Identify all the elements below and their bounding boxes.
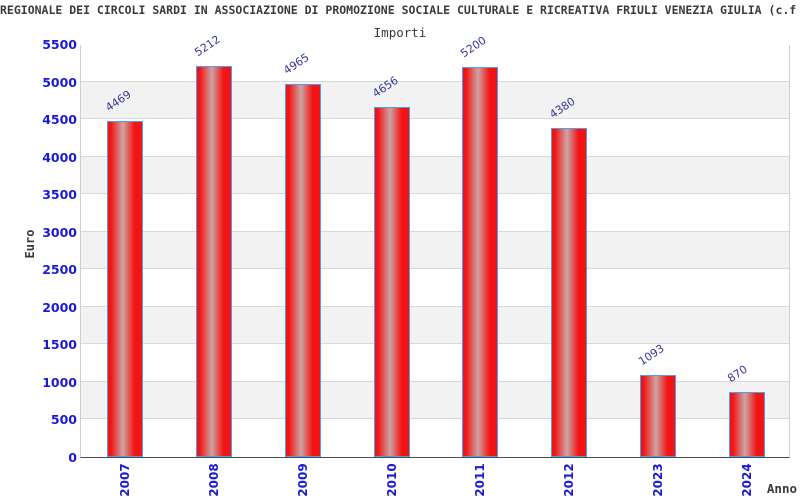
y-tick-label: 500	[50, 412, 77, 428]
y-tick-label: 1000	[42, 374, 77, 390]
bar-2008	[196, 66, 233, 457]
y-tick-label: 4500	[42, 112, 77, 128]
y-tick-label: 4000	[42, 149, 77, 165]
y-tick-label: 3500	[42, 187, 77, 203]
gridline	[81, 380, 789, 382]
y-grid-band	[81, 306, 789, 345]
gridline	[81, 118, 789, 120]
y-tick-label: 1500	[42, 337, 77, 353]
x-axis-title: Anno	[766, 481, 797, 496]
chart-title: REGIONALE DEI CIRCOLI SARDI IN ASSOCIAZI…	[0, 3, 797, 17]
y-tick-label: 3000	[42, 224, 77, 240]
y-grid-band	[81, 81, 789, 120]
x-tick-label: 2010	[384, 463, 399, 497]
y-grid-band	[81, 381, 789, 420]
bar-2011	[462, 67, 499, 457]
gridline	[81, 193, 789, 195]
y-grid-band	[81, 156, 789, 195]
y-tick-label: 0	[68, 450, 77, 465]
x-tick-label: 2012	[562, 463, 577, 497]
x-tick-label: 2023	[650, 463, 665, 497]
gridline	[81, 268, 789, 270]
y-grid-band	[81, 231, 789, 270]
y-grid-band	[81, 269, 789, 307]
bar-2023	[639, 375, 676, 457]
x-tick-label: 2011	[473, 463, 488, 497]
gridline	[81, 418, 789, 420]
y-tick-label: 2500	[42, 262, 77, 278]
y-tick-label: 2000	[42, 299, 77, 315]
gridline	[81, 343, 789, 345]
y-grid-band	[81, 344, 789, 382]
bar-2007	[107, 121, 144, 457]
bar-2010	[373, 107, 410, 457]
gridline	[81, 80, 789, 82]
plot-area	[80, 44, 790, 458]
y-axis-title: Euro	[23, 229, 37, 259]
y-grid-band	[81, 44, 789, 82]
gridline	[81, 230, 789, 232]
bar-2024	[728, 392, 765, 457]
x-tick-label: 2024	[739, 463, 754, 497]
gridline	[81, 155, 789, 157]
gridline	[81, 305, 789, 307]
bar-2012	[551, 128, 588, 457]
y-grid-band	[81, 194, 789, 232]
y-tick-label: 5000	[42, 74, 77, 90]
y-grid-band	[81, 119, 789, 157]
x-tick-label: 2009	[295, 463, 310, 497]
y-grid-band	[81, 419, 789, 457]
chart-subtitle: Importi	[373, 25, 427, 40]
bar-2009	[284, 84, 321, 457]
x-tick-label: 2008	[207, 463, 222, 497]
x-tick-label: 2007	[118, 463, 133, 497]
y-tick-label: 5500	[42, 37, 77, 52]
